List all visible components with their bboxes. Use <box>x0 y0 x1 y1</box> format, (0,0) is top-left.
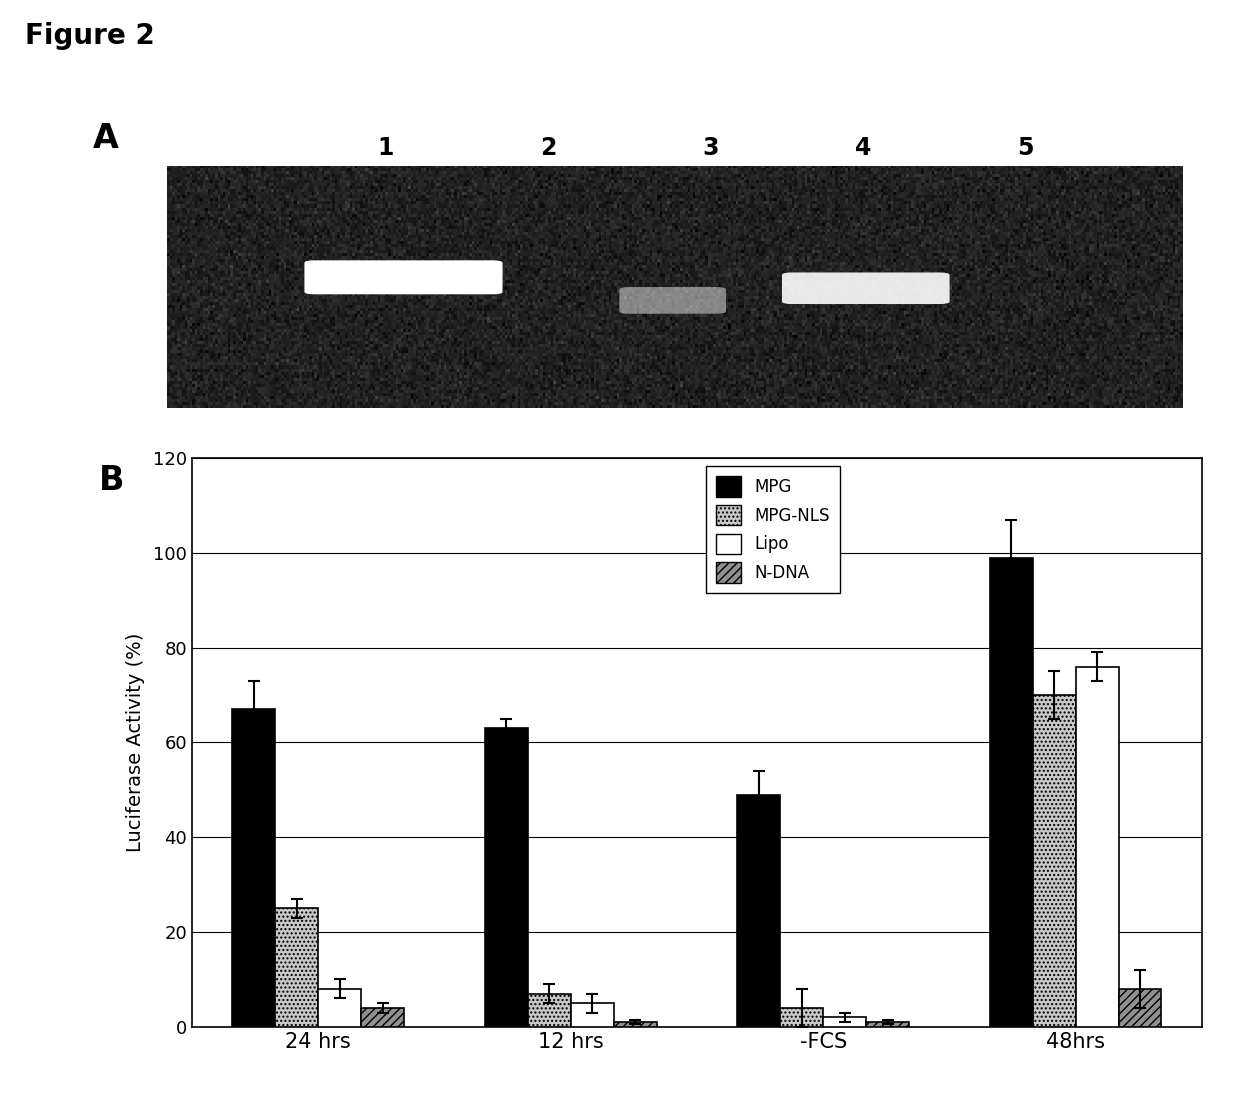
Text: 1: 1 <box>378 136 394 160</box>
Text: Figure 2: Figure 2 <box>25 22 155 50</box>
Text: 4: 4 <box>855 136 871 160</box>
Bar <box>233 709 275 1027</box>
Bar <box>571 1004 613 1027</box>
Bar <box>484 729 528 1027</box>
FancyBboxPatch shape <box>305 261 503 295</box>
Text: 3: 3 <box>703 136 719 160</box>
Text: 2: 2 <box>540 136 556 160</box>
Bar <box>275 909 318 1027</box>
Bar <box>1119 989 1161 1027</box>
Bar <box>990 558 1032 1027</box>
Text: 5: 5 <box>1017 136 1035 160</box>
Legend: MPG, MPG-NLS, Lipo, N-DNA: MPG, MPG-NLS, Lipo, N-DNA <box>706 467 840 593</box>
Y-axis label: Luciferase Activity (%): Luciferase Activity (%) <box>125 633 145 852</box>
FancyBboxPatch shape <box>620 287 726 314</box>
Bar <box>1032 696 1075 1027</box>
FancyBboxPatch shape <box>782 273 949 304</box>
Bar <box>613 1022 657 1027</box>
Text: A: A <box>93 121 118 155</box>
Bar <box>866 1022 909 1027</box>
Bar <box>362 1008 404 1027</box>
Bar <box>781 1008 823 1027</box>
Bar <box>1075 667 1119 1027</box>
Bar <box>823 1017 866 1027</box>
Bar <box>737 795 781 1027</box>
Text: B: B <box>99 464 124 497</box>
Bar <box>528 994 571 1027</box>
Bar <box>318 989 362 1027</box>
